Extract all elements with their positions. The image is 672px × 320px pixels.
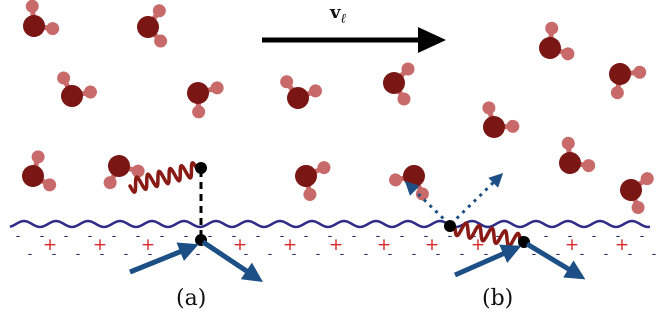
minus-charge: - [196, 247, 201, 262]
minus-charge: - [136, 229, 141, 244]
water-molecule-icon [559, 136, 596, 174]
minus-charge: - [556, 247, 561, 262]
interface-surface-wave [9, 219, 651, 229]
minus-charge: - [268, 247, 273, 262]
water-molecule-icon [620, 172, 654, 214]
dotted-arrow-left-icon [404, 181, 451, 226]
panel-a-label: (a) [176, 286, 207, 311]
plus-charge: + [141, 235, 155, 255]
minus-charge: - [364, 247, 369, 262]
panel-b-label: (b) [482, 286, 514, 311]
minus-charge: - [436, 247, 441, 262]
water-molecule-icon [23, 0, 60, 37]
water-molecule-icon [389, 165, 429, 201]
minus-charge: - [604, 247, 609, 262]
flow-velocity-arrow-icon [262, 27, 446, 53]
dotted-arrow-right-icon [449, 173, 504, 226]
plus-charge: + [43, 235, 57, 255]
minus-charge: - [16, 229, 21, 244]
minus-charge: - [640, 229, 645, 244]
minus-charge: - [388, 247, 393, 262]
minus-charge: - [544, 229, 549, 244]
plus-charge: + [565, 235, 579, 255]
minus-charge: - [652, 247, 657, 262]
minus-charge: - [616, 229, 621, 244]
water-molecule-icon [22, 150, 57, 192]
minus-charge: - [460, 247, 465, 262]
minus-charge: - [88, 229, 93, 244]
water-molecule-icon [137, 4, 168, 48]
outgoing-arrow-icon [525, 241, 586, 280]
minus-charge: - [340, 247, 345, 262]
minus-charge: - [184, 229, 189, 244]
water-molecule-icon [539, 21, 575, 61]
plus-charge: + [329, 235, 343, 255]
anchor-dot-left [444, 220, 456, 232]
minus-charge: - [292, 247, 297, 262]
plus-charge: + [425, 235, 439, 255]
incoming-arrow-icon [129, 242, 199, 275]
minus-charge: - [256, 229, 261, 244]
minus-charge: - [208, 229, 213, 244]
water-molecule-icon [103, 155, 145, 190]
outgoing-arrow-icon [201, 239, 263, 282]
minus-charge: - [304, 229, 309, 244]
water-molecule-icon [295, 161, 331, 201]
surface-charges: + + + + + + + + + + +------------- --- -------------… [16, 229, 657, 262]
minus-charge: - [280, 229, 285, 244]
minus-charge: - [160, 229, 165, 244]
water-molecule-icon [57, 71, 97, 107]
panel-a-interaction [128, 161, 263, 282]
minus-charge: - [484, 247, 489, 262]
minus-charge: - [316, 247, 321, 262]
minus-charge: - [532, 247, 537, 262]
water-molecule-icon [383, 62, 415, 106]
water-molecules [22, 0, 654, 214]
spring-icon [128, 161, 199, 194]
plus-charge: + [283, 235, 297, 255]
minus-charge: - [148, 247, 153, 262]
plus-charge: + [615, 235, 629, 255]
incoming-arrow-icon [453, 244, 522, 278]
minus-charge: - [376, 229, 381, 244]
minus-charge: - [568, 229, 573, 244]
minus-charge: - [424, 229, 429, 244]
panel-b-interaction [404, 173, 586, 280]
minus-charge: - [592, 229, 597, 244]
water-molecule-icon [609, 63, 647, 100]
minus-charge: - [244, 247, 249, 262]
minus-charge: - [124, 247, 129, 262]
plus-charge: + [233, 235, 247, 255]
minus-charge: - [40, 229, 45, 244]
minus-charge: - [628, 247, 633, 262]
minus-charge: - [448, 229, 453, 244]
minus-charge: - [100, 247, 105, 262]
minus-charge: - [400, 229, 405, 244]
minus-charge: - [28, 247, 33, 262]
water-molecule-icon [482, 101, 520, 138]
minus-charge: - [112, 229, 117, 244]
minus-charge: - [580, 247, 585, 262]
minus-charge: - [64, 229, 69, 244]
plus-charge: + [93, 235, 107, 255]
minus-charge: - [472, 229, 477, 244]
anchor-dot-top [195, 162, 207, 174]
minus-charge: - [232, 229, 237, 244]
minus-charge: - [76, 247, 81, 262]
plus-charge: + [377, 235, 391, 255]
minus-charge: - [412, 247, 417, 262]
water-molecule-icon [280, 75, 322, 109]
minus-charge: - [328, 229, 333, 244]
minus-charge: - [496, 229, 501, 244]
minus-charge: - [352, 229, 357, 244]
minus-charge: - [508, 247, 513, 262]
water-molecule-icon [187, 81, 224, 119]
minus-charge: - [52, 247, 57, 262]
velocity-label: vℓ [330, 2, 346, 27]
